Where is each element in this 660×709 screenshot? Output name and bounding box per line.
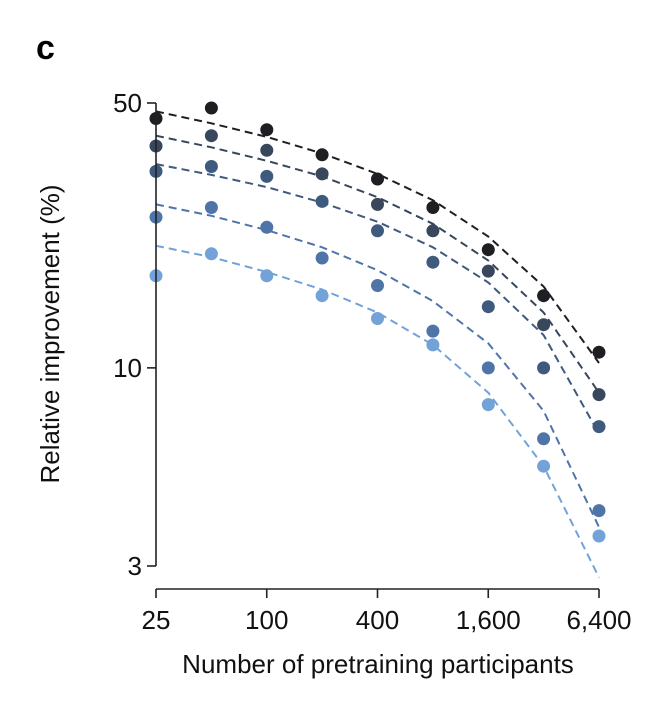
data-point-series-1: [481, 243, 495, 257]
data-points: [149, 101, 606, 543]
data-point-series-3: [592, 420, 606, 434]
x-tick-label: 25: [142, 605, 171, 635]
fit-line-series-2: [155, 134, 600, 394]
data-point-series-4: [315, 251, 329, 265]
data-point-series-2: [315, 167, 329, 181]
data-point-series-5: [260, 269, 274, 283]
y-axis-ticks: 3 10 50: [113, 88, 156, 581]
data-point-series-1: [315, 148, 329, 162]
x-tick-label: 400: [356, 605, 399, 635]
data-point-series-2: [371, 197, 384, 211]
panel-label: c: [36, 29, 55, 67]
data-point-series-3: [260, 169, 274, 183]
data-point-series-3: [371, 224, 384, 238]
x-tick-label: 6,400: [566, 605, 631, 635]
data-point-series-2: [204, 129, 218, 143]
data-point-series-2: [592, 388, 606, 402]
data-point-series-4: [371, 279, 384, 292]
data-point-series-3: [315, 194, 329, 208]
y-tick-label: 10: [113, 353, 142, 383]
data-point-series-1: [260, 123, 274, 137]
data-point-series-1: [537, 289, 551, 303]
data-point-series-2: [537, 318, 551, 332]
data-point-series-5: [426, 338, 440, 352]
data-point-series-3: [426, 255, 440, 269]
data-point-series-2: [260, 143, 274, 157]
y-tick-label: 3: [128, 551, 142, 581]
data-point-series-5: [592, 529, 606, 543]
data-point-series-5: [371, 312, 384, 325]
data-point-series-4: [592, 504, 606, 518]
fit-line-series-3: [155, 163, 600, 435]
data-point-series-2: [481, 264, 495, 278]
data-point-series-1: [426, 201, 440, 214]
y-tick-label: 50: [113, 88, 142, 118]
x-tick-label: 100: [245, 605, 288, 635]
data-point-series-3: [537, 361, 551, 375]
data-point-series-5: [537, 459, 551, 473]
fit-line-series-4: [155, 203, 600, 528]
data-point-series-1: [592, 345, 606, 359]
data-point-series-5: [204, 247, 218, 261]
data-point-series-5: [481, 398, 495, 412]
data-point-series-4: [204, 201, 218, 214]
data-point-series-1: [204, 101, 218, 115]
data-point-series-1: [371, 172, 384, 186]
fit-lines: [155, 110, 600, 578]
data-point-series-5: [315, 289, 329, 303]
data-point-series-3: [204, 160, 218, 173]
data-point-series-3: [481, 300, 495, 314]
data-point-series-2: [426, 224, 440, 238]
x-axis-ticks: 25 100 400 1,600 6,400: [142, 589, 632, 635]
y-axis-title: Relative improvement (%): [35, 184, 65, 483]
x-axis-title: Number of pretraining participants: [182, 649, 574, 679]
fit-line-series-5: [155, 244, 600, 578]
data-point-series-4: [537, 432, 551, 446]
x-tick-label: 1,600: [456, 605, 521, 635]
data-point-series-4: [481, 361, 495, 375]
data-point-series-4: [426, 324, 440, 338]
fit-line-series-1: [155, 110, 600, 364]
data-point-series-4: [260, 220, 274, 234]
